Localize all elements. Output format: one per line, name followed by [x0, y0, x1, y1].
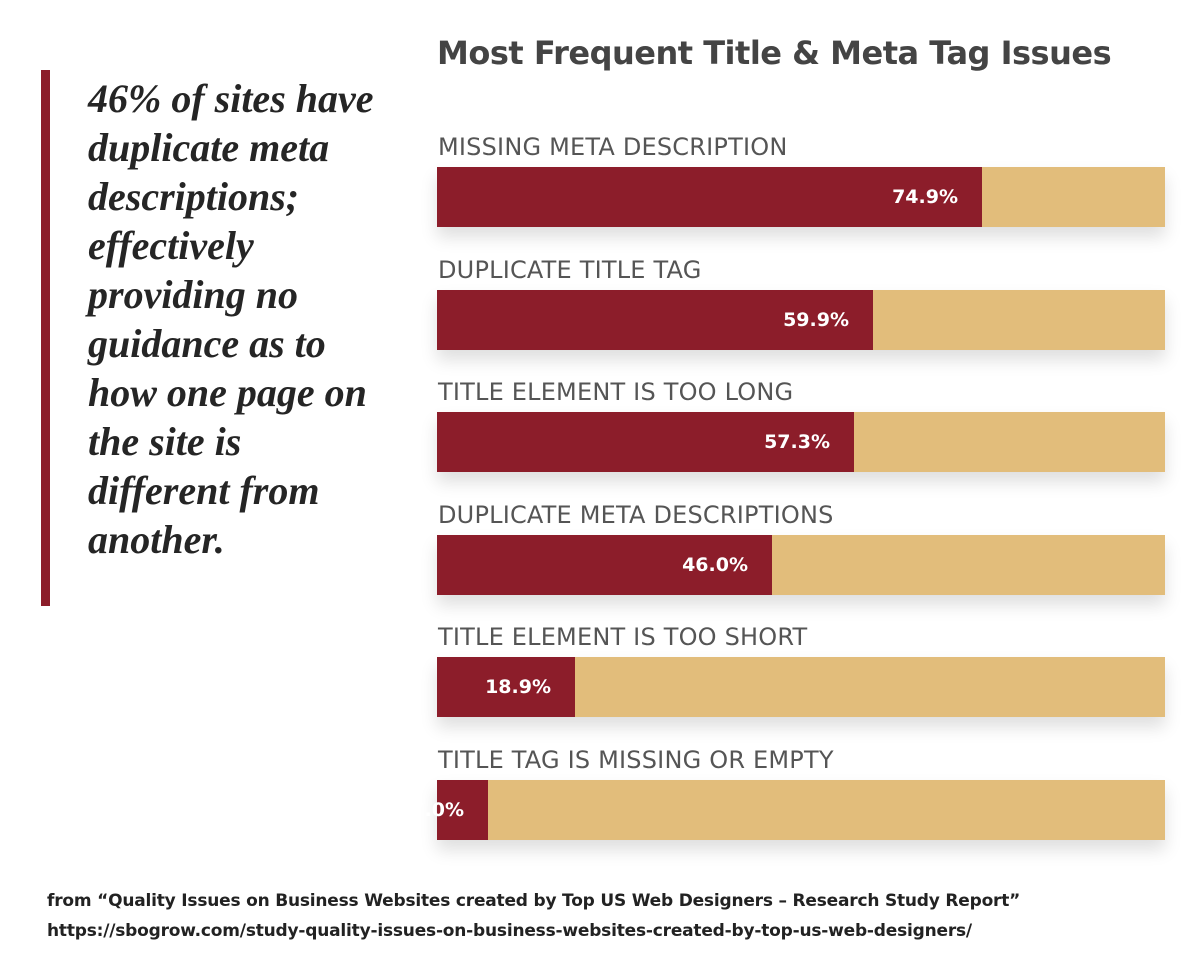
- source-title: from “Quality Issues on Business Website…: [47, 891, 1021, 911]
- chart-title: Most Frequent Title & Meta Tag Issues: [437, 34, 1112, 72]
- bar-value-label: 74.9%: [892, 186, 958, 208]
- bar: 74.9%: [437, 167, 982, 227]
- bar-value-label: 57.3%: [764, 431, 830, 453]
- bar-track: 74.9%: [437, 167, 1165, 227]
- bar: 7.0%: [411, 780, 488, 840]
- bar-category-label: TITLE TAG IS MISSING OR EMPTY: [438, 746, 834, 774]
- pull-quote: 46% of sites have duplicate meta descrip…: [41, 70, 381, 606]
- bar-value-label: 46.0%: [682, 554, 748, 576]
- bar-category-label: DUPLICATE META DESCRIPTIONS: [438, 501, 834, 529]
- source-url: https://sbogrow.com/study-quality-issues…: [47, 921, 972, 941]
- bar-row: DUPLICATE TITLE TAG 59.9%: [437, 253, 1165, 353]
- bar-row: TITLE ELEMENT IS TOO LONG 57.3%: [437, 375, 1165, 475]
- bar-row: TITLE ELEMENT IS TOO SHORT 18.9%: [437, 620, 1165, 720]
- bar-row: TITLE TAG IS MISSING OR EMPTY 7.0%: [411, 743, 1165, 843]
- bar-value-label: 59.9%: [783, 309, 849, 331]
- bar-value-label: 18.9%: [485, 676, 551, 698]
- quote-text: 46% of sites have duplicate meta descrip…: [88, 76, 374, 562]
- bar-row: DUPLICATE META DESCRIPTIONS 46.0%: [437, 498, 1165, 598]
- bar-track: 7.0%: [411, 780, 1165, 840]
- bar: 46.0%: [437, 535, 772, 595]
- bar-category-label: TITLE ELEMENT IS TOO SHORT: [438, 623, 808, 651]
- bar-track: 46.0%: [437, 535, 1165, 595]
- bar: 57.3%: [437, 412, 854, 472]
- quote-accent-bar: [41, 70, 50, 606]
- bar: 59.9%: [437, 290, 873, 350]
- bar-category-label: TITLE ELEMENT IS TOO LONG: [438, 378, 794, 406]
- bar-track: 59.9%: [437, 290, 1165, 350]
- bar-category-label: MISSING META DESCRIPTION: [438, 133, 788, 161]
- bar-value-label: 7.0%: [411, 799, 464, 821]
- source-citation: from “Quality Issues on Business Website…: [47, 888, 1167, 948]
- bar-track: 18.9%: [437, 657, 1165, 717]
- bar-row: MISSING META DESCRIPTION 74.9%: [437, 130, 1165, 230]
- bar-track: 57.3%: [437, 412, 1165, 472]
- bar-category-label: DUPLICATE TITLE TAG: [438, 256, 702, 284]
- bar: 18.9%: [437, 657, 575, 717]
